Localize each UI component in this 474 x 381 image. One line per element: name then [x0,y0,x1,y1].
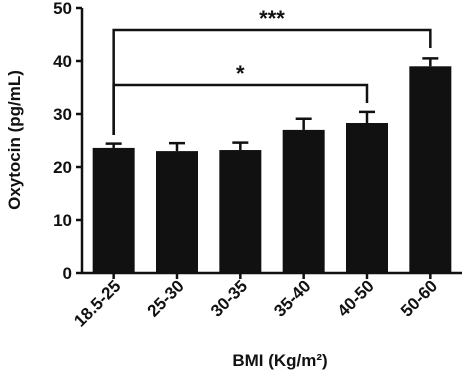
x-tick-label: 50-60 [397,276,441,320]
bar [156,151,198,273]
y-tick-label: 50 [53,0,72,18]
bar [282,129,325,273]
x-tick-label: 18.5-25 [70,276,124,330]
x-axis-label: BMI (Kg/m²) [232,351,327,370]
x-tick-label: 40-50 [334,276,378,320]
y-axis-label: Oxytocin (pg/mL) [5,70,24,210]
significance-label: * [236,61,245,86]
significance-label: *** [259,6,285,31]
x-tick-label: 35-40 [270,276,314,320]
y-tick-label: 20 [53,158,72,177]
x-tick-label: 25-30 [144,276,188,320]
significance-bracket [112,83,369,135]
bar [92,147,135,273]
y-tick-label: 10 [53,211,72,230]
y-tick-label: 30 [53,105,72,124]
y-tick-label: 40 [53,52,72,71]
significance-bracket [112,28,432,135]
bar [346,123,388,273]
bar [219,150,262,273]
y-tick-label: 0 [63,264,72,283]
x-tick-label: 30-35 [207,276,251,320]
bar [409,66,452,273]
